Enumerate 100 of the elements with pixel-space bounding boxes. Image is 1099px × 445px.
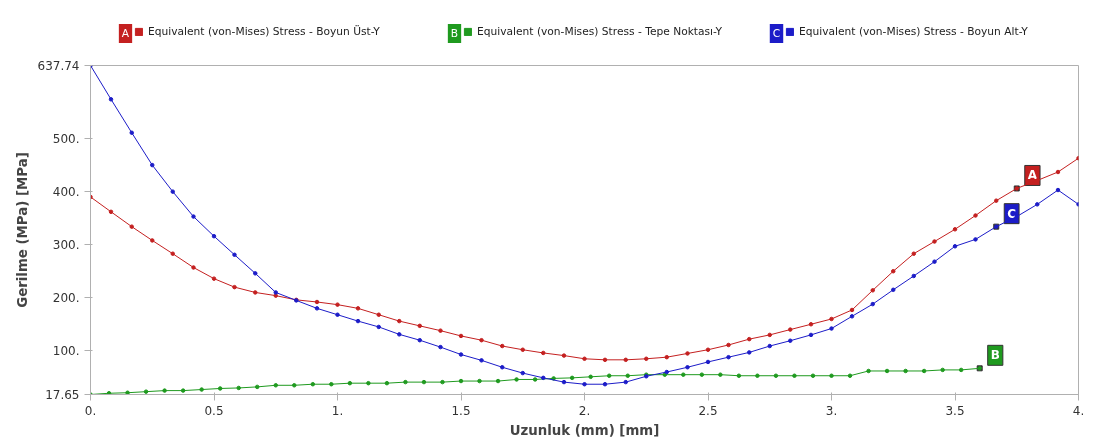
point	[1055, 187, 1061, 193]
x-tick-label: 3.5	[945, 403, 965, 418]
x-tick-label: 3.	[825, 403, 838, 418]
point	[829, 316, 834, 322]
point	[849, 314, 855, 319]
x-axis-title: Uzunluk (mm) [mm]	[509, 422, 660, 438]
point	[500, 343, 505, 349]
point	[314, 299, 320, 305]
y-axis-title: Gerilme (MPa) [MPa]	[14, 152, 30, 308]
y-tick-label: 500.	[52, 132, 80, 147]
point	[199, 387, 204, 392]
point	[829, 326, 834, 331]
point	[253, 271, 258, 276]
point	[1035, 178, 1040, 183]
point	[932, 259, 937, 264]
point	[958, 367, 964, 373]
legend-label: Equivalent (von-Mises) Stress - Boyun Alt-Y	[799, 25, 1028, 38]
point	[310, 381, 316, 387]
point	[829, 373, 834, 378]
point	[500, 365, 505, 370]
point	[170, 189, 175, 194]
y-tick-label: 100.	[52, 344, 80, 359]
point	[788, 327, 793, 332]
point	[602, 381, 608, 387]
point	[664, 354, 669, 360]
point	[792, 373, 797, 378]
point	[292, 383, 297, 388]
legend-label: Equivalent (von-Mises) Stress - Tepe Noktası-Y	[477, 25, 723, 38]
point	[162, 388, 167, 393]
point	[347, 380, 353, 386]
point	[994, 198, 999, 203]
annotation: B	[990, 348, 1000, 363]
point	[253, 290, 258, 295]
point	[417, 337, 422, 343]
point	[973, 213, 978, 218]
point	[191, 214, 196, 219]
point	[125, 390, 130, 395]
point	[217, 386, 223, 391]
point	[514, 377, 519, 382]
x-tick-label: 2.	[578, 403, 591, 418]
point	[685, 365, 690, 370]
text: B	[450, 27, 459, 40]
point	[940, 367, 945, 373]
point	[726, 342, 731, 348]
point	[1035, 202, 1040, 207]
point	[211, 276, 217, 281]
point	[417, 323, 422, 329]
point	[788, 338, 793, 343]
point	[1055, 169, 1061, 175]
point	[561, 379, 567, 385]
point	[384, 380, 390, 386]
point	[911, 273, 916, 279]
point	[681, 372, 686, 377]
point	[108, 97, 114, 102]
point	[623, 357, 628, 363]
point	[541, 350, 546, 356]
point	[211, 233, 217, 239]
text: A	[121, 27, 130, 40]
point	[143, 389, 149, 394]
point	[180, 388, 186, 393]
point	[705, 359, 711, 365]
point	[236, 385, 241, 391]
legend-label: Equivalent (von-Mises) Stress - Boyun Üst-Y	[148, 25, 380, 38]
point	[870, 288, 875, 293]
point	[747, 336, 752, 342]
point	[699, 372, 705, 377]
point	[329, 381, 334, 387]
point	[438, 328, 443, 333]
point	[273, 383, 278, 388]
point	[397, 318, 402, 324]
y-tick-label: 400.	[52, 185, 80, 200]
point	[495, 378, 501, 384]
text: C	[772, 27, 781, 40]
x-tick-label: 4.	[1072, 403, 1085, 418]
point	[747, 350, 752, 355]
point	[623, 379, 628, 385]
point	[773, 373, 779, 378]
point	[847, 373, 853, 378]
point	[551, 376, 556, 381]
point	[625, 373, 630, 378]
point	[921, 368, 927, 374]
point	[952, 227, 958, 232]
point	[705, 347, 711, 352]
annotation: C	[1007, 206, 1017, 221]
point	[376, 324, 381, 330]
point	[891, 287, 896, 293]
point	[644, 356, 649, 362]
x-tick-label: 0.	[84, 403, 97, 418]
point	[541, 375, 546, 381]
point	[479, 337, 484, 343]
point	[232, 252, 237, 258]
point	[884, 368, 890, 374]
point	[903, 368, 908, 374]
point	[150, 238, 155, 243]
point	[254, 384, 260, 390]
point	[129, 130, 134, 135]
point	[314, 306, 320, 311]
point	[335, 302, 340, 307]
point	[685, 351, 690, 356]
point	[520, 370, 525, 376]
